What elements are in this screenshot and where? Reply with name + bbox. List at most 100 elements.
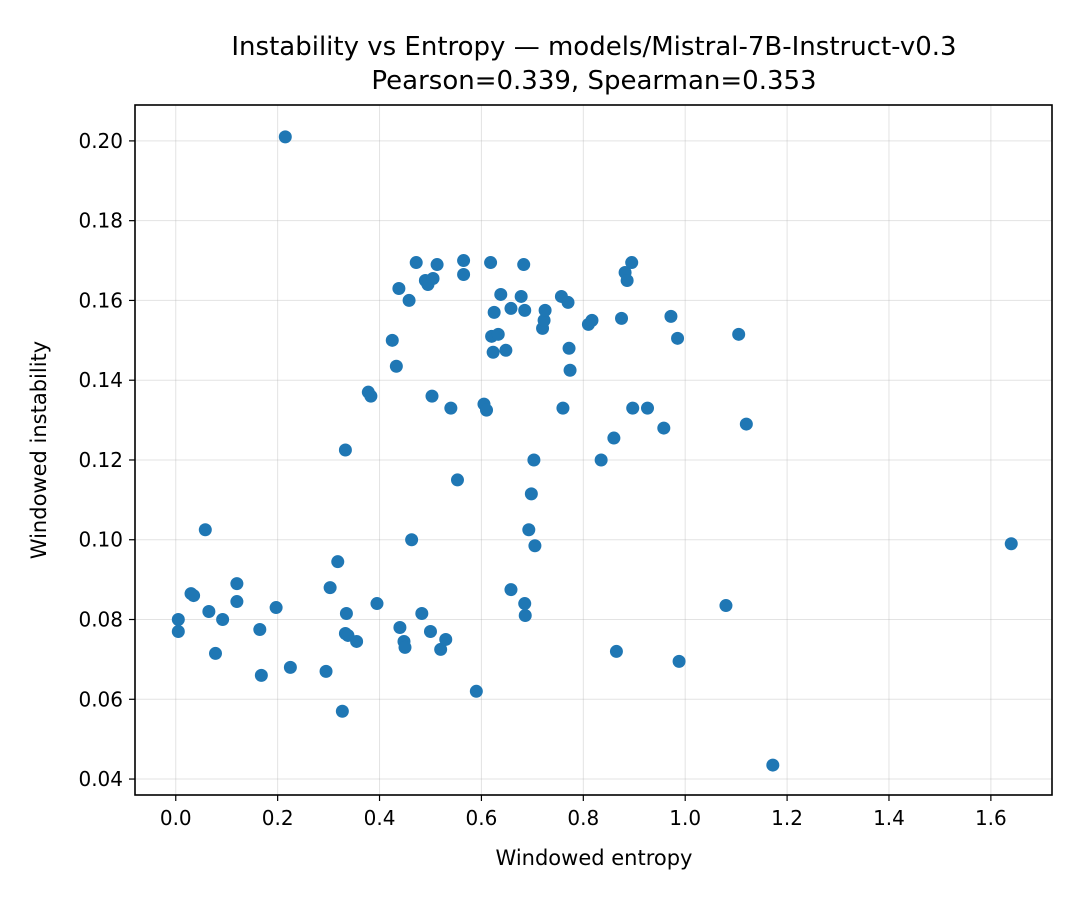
data-point (609, 644, 623, 658)
data-point (487, 305, 501, 319)
data-point (626, 401, 640, 415)
data-point (504, 301, 518, 315)
data-point (402, 293, 416, 307)
x-tick-label: 1.6 (975, 806, 1007, 830)
x-tick-label: 0.6 (466, 806, 498, 830)
plot-area (134, 104, 1053, 796)
data-point (426, 271, 440, 285)
data-point (364, 389, 378, 403)
data-point (537, 313, 551, 327)
data-point (171, 624, 185, 638)
data-point (430, 258, 444, 272)
data-point (392, 281, 406, 295)
data-point (253, 622, 267, 636)
data-point (556, 401, 570, 415)
y-tick-label: 0.16 (78, 288, 123, 312)
data-point (439, 632, 453, 646)
data-point (208, 646, 222, 660)
data-point (319, 664, 333, 678)
data-point (202, 605, 216, 619)
data-point (230, 577, 244, 591)
y-tick-label: 0.12 (78, 448, 123, 472)
data-point (230, 595, 244, 609)
data-point (171, 613, 185, 627)
data-point (323, 581, 337, 595)
data-point (187, 589, 201, 603)
data-point (620, 273, 634, 287)
y-tick-label: 0.10 (78, 528, 123, 552)
x-tick-label: 1.4 (873, 806, 905, 830)
data-point (657, 421, 671, 435)
data-point (766, 758, 780, 772)
data-point (514, 289, 528, 303)
data-point (615, 311, 629, 325)
data-point (385, 333, 399, 347)
y-tick-label: 0.08 (78, 608, 123, 632)
data-point (444, 401, 458, 415)
y-axis-label: Windowed instability (27, 341, 51, 559)
data-point (538, 303, 552, 317)
data-point (398, 640, 412, 654)
data-point (518, 597, 532, 611)
data-point (625, 256, 639, 270)
chart-subtitle: Pearson=0.339, Spearman=0.353 (371, 66, 816, 96)
y-tick-label: 0.04 (78, 767, 123, 791)
data-point (393, 620, 407, 634)
y-tick-label: 0.18 (78, 209, 123, 233)
data-point (585, 313, 599, 327)
data-point (562, 341, 576, 355)
data-point (409, 256, 423, 270)
x-tick-label: 0.0 (160, 806, 192, 830)
data-point (527, 453, 541, 467)
axis-ticks: 0.0 0.2 0.4 0.6 0.8 1.0 1.2 1.4 1.6 0.04 0.06 0.08 0… (78, 129, 1006, 830)
data-point (278, 130, 292, 144)
x-tick-label: 1.0 (669, 806, 701, 830)
data-point (405, 533, 419, 547)
data-point (269, 601, 283, 615)
data-point (739, 417, 753, 431)
data-point (561, 295, 575, 309)
data-point (283, 660, 297, 674)
data-point (671, 331, 685, 345)
x-tick-label: 0.8 (567, 806, 599, 830)
data-point (450, 473, 464, 487)
data-point (434, 642, 448, 656)
data-point (524, 487, 538, 501)
data-point (664, 309, 678, 323)
data-point (732, 327, 746, 341)
data-point (480, 403, 494, 417)
data-point (350, 634, 364, 648)
data-point (499, 343, 513, 357)
data-point (389, 359, 403, 373)
data-point (504, 583, 518, 597)
data-point (484, 256, 498, 270)
x-tick-label: 1.2 (771, 806, 803, 830)
grid-lines (135, 105, 1052, 795)
data-point (415, 607, 429, 621)
x-tick-label: 0.2 (262, 806, 294, 830)
data-point (518, 609, 532, 623)
data-point (254, 668, 268, 682)
data-point (494, 287, 508, 301)
data-point (457, 254, 471, 268)
data-point (522, 523, 536, 537)
data-point (528, 539, 542, 553)
x-tick-label: 0.4 (364, 806, 396, 830)
chart-title: Instability vs Entropy — models/Mistral-… (231, 32, 956, 62)
data-point (335, 704, 349, 718)
y-tick-label: 0.20 (78, 129, 123, 153)
data-point (517, 258, 531, 272)
data-point (491, 327, 505, 341)
data-point (486, 345, 500, 359)
data-point (594, 453, 608, 467)
data-point (370, 597, 384, 611)
data-point (216, 613, 230, 627)
data-point (607, 431, 621, 445)
data-point (719, 599, 733, 613)
data-point (641, 401, 655, 415)
data-point (457, 268, 471, 282)
data-point (518, 303, 532, 317)
data-point (425, 389, 439, 403)
data-point (672, 654, 686, 668)
